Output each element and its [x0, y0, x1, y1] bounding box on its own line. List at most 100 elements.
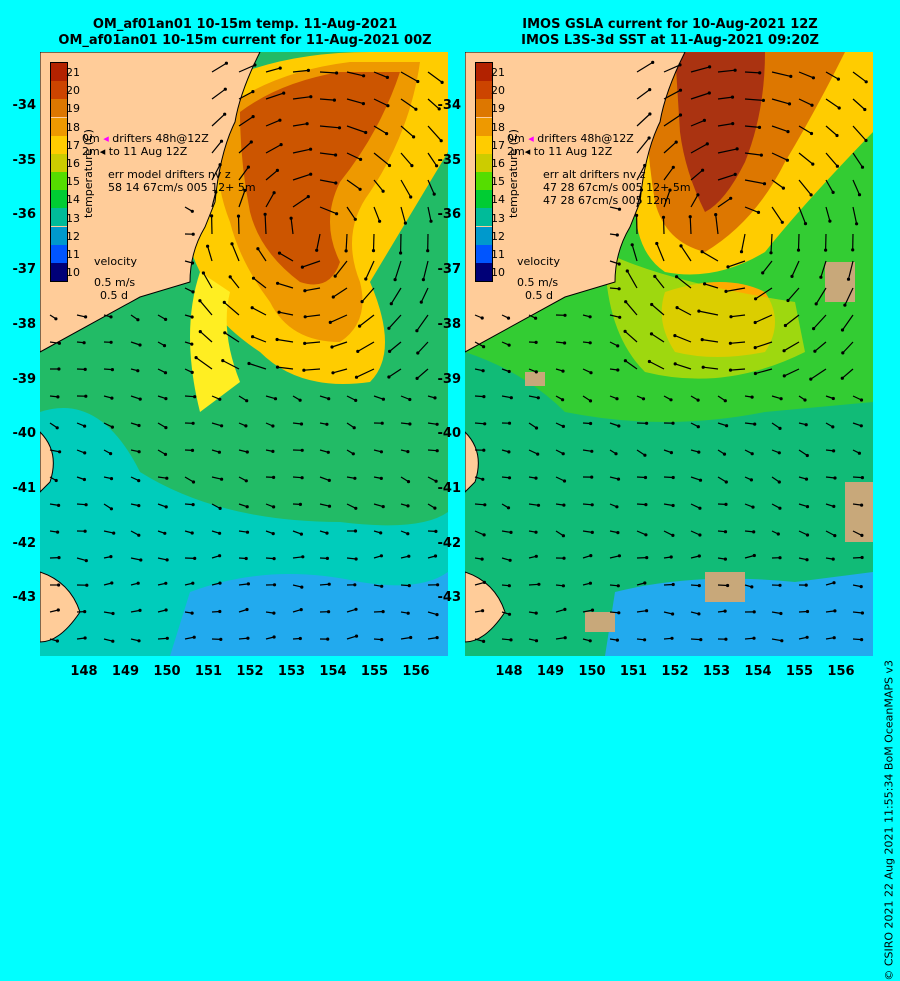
current-arrow-head [110, 507, 113, 510]
current-arrow-head [404, 222, 407, 225]
current-arrow-head [806, 533, 809, 536]
current-arrow-head [726, 584, 729, 587]
current-arrow-head [56, 426, 59, 429]
current-arrow-head [354, 507, 357, 510]
current-arrow-head [380, 638, 383, 641]
current-arrow-head [534, 317, 537, 320]
current-arrow-head [482, 449, 485, 452]
copyright-text: © CSIRO 2021 22 Aug 2021 11:55:34 BoM Oc… [883, 660, 896, 981]
longitude-label: 149 [531, 664, 571, 679]
current-arrow-head [508, 344, 511, 347]
colorbar-label: 16 [66, 157, 80, 170]
current-arrow-head [563, 479, 566, 482]
current-arrow-head [276, 366, 279, 369]
current-arrow-head [731, 122, 734, 125]
current-arrow-head [415, 329, 418, 332]
colorbar-swatch [51, 245, 67, 263]
current-arrow-head [618, 262, 621, 265]
current-arrow-head [670, 451, 673, 454]
current-arrow-head [364, 277, 367, 280]
current-arrow-head [698, 554, 701, 557]
current-arrow-head [385, 132, 388, 135]
current-arrow-head [433, 396, 436, 399]
current-arrow-head [380, 554, 383, 557]
current-arrow-head [562, 534, 565, 537]
right-drifters-to: 2m◂ to 11 Aug 12Z [507, 145, 612, 158]
current-arrow-head [328, 479, 331, 482]
current-arrow-head [786, 299, 789, 302]
current-arrow-head [482, 369, 485, 372]
latitude-label: -39 [0, 372, 36, 387]
current-arrow-head [589, 341, 592, 344]
longitude-label: 153 [272, 664, 312, 679]
current-arrow-head [860, 534, 863, 537]
current-arrow-head [481, 558, 484, 561]
current-arrow-head [508, 613, 511, 616]
current-arrow-head [386, 104, 389, 107]
current-arrow-head [752, 530, 755, 533]
current-arrow-head [111, 368, 114, 371]
current-arrow-head [206, 245, 209, 248]
current-arrow-head [678, 63, 681, 66]
current-arrow-head [832, 558, 835, 561]
current-arrow-head [136, 369, 139, 372]
current-arrow-head [137, 424, 140, 427]
current-arrow-head [362, 102, 365, 105]
current-arrow-head [331, 371, 334, 374]
current-arrow-head [252, 115, 255, 118]
colorbar-swatch [51, 99, 67, 117]
current-arrow-head [689, 215, 692, 218]
current-arrow-head [631, 243, 634, 246]
current-arrow-head [724, 558, 727, 561]
current-arrow-head [57, 367, 60, 370]
current-arrow-head [380, 585, 383, 588]
colorbar-swatch [476, 227, 492, 245]
current-arrow-head [198, 299, 201, 302]
current-arrow-head [219, 163, 222, 166]
current-arrow-head [330, 345, 333, 348]
right-velocity-label: velocity [517, 255, 560, 268]
current-arrow-head [237, 215, 240, 218]
current-arrow-head [354, 218, 357, 221]
current-arrow-head [679, 89, 682, 92]
current-arrow-head [354, 529, 357, 532]
current-arrow-head [810, 132, 813, 135]
latitude-label: -40 [425, 426, 461, 441]
current-arrow-head [436, 636, 439, 639]
current-arrow-head [618, 208, 621, 211]
current-arrow-head [246, 450, 249, 453]
current-arrow-head [83, 478, 86, 481]
current-arrow-head [832, 191, 835, 194]
current-arrow-head [806, 636, 809, 639]
colorbar-swatch [51, 63, 67, 81]
current-arrow-head [697, 451, 700, 454]
left-title-line1: OM_af01an01 10-15m temp. 11-Aug-2021 [40, 17, 450, 32]
current-arrow-head [697, 612, 700, 615]
current-arrow-head [246, 531, 249, 534]
current-arrow-head [790, 275, 793, 278]
left-err-row1: 58 14 67cm/s 005 12+ 5m [108, 181, 256, 194]
current-arrow-head [220, 478, 223, 481]
current-arrow-head [778, 584, 781, 587]
current-arrow-head [382, 190, 385, 193]
colorbar-swatch [51, 118, 67, 136]
colorbar-swatch [51, 263, 67, 281]
current-arrow-head [279, 67, 282, 70]
current-arrow-head [380, 477, 383, 480]
current-arrow-head [725, 480, 728, 483]
current-arrow-head [303, 342, 306, 345]
current-arrow-head [165, 608, 168, 611]
current-arrow-head [359, 188, 362, 191]
current-arrow-head [624, 300, 627, 303]
colorbar-label: 18 [66, 121, 80, 134]
colorbar-swatch [51, 172, 67, 190]
current-arrow-head [111, 640, 114, 643]
colorbar-label: 20 [66, 84, 80, 97]
current-arrow-head [420, 301, 423, 304]
longitude-label: 148 [64, 664, 104, 679]
current-arrow-head [805, 584, 808, 587]
current-arrow-head [589, 315, 592, 318]
current-arrow-head [806, 454, 809, 457]
current-arrow-head [85, 559, 88, 562]
current-arrow-head [534, 531, 537, 534]
